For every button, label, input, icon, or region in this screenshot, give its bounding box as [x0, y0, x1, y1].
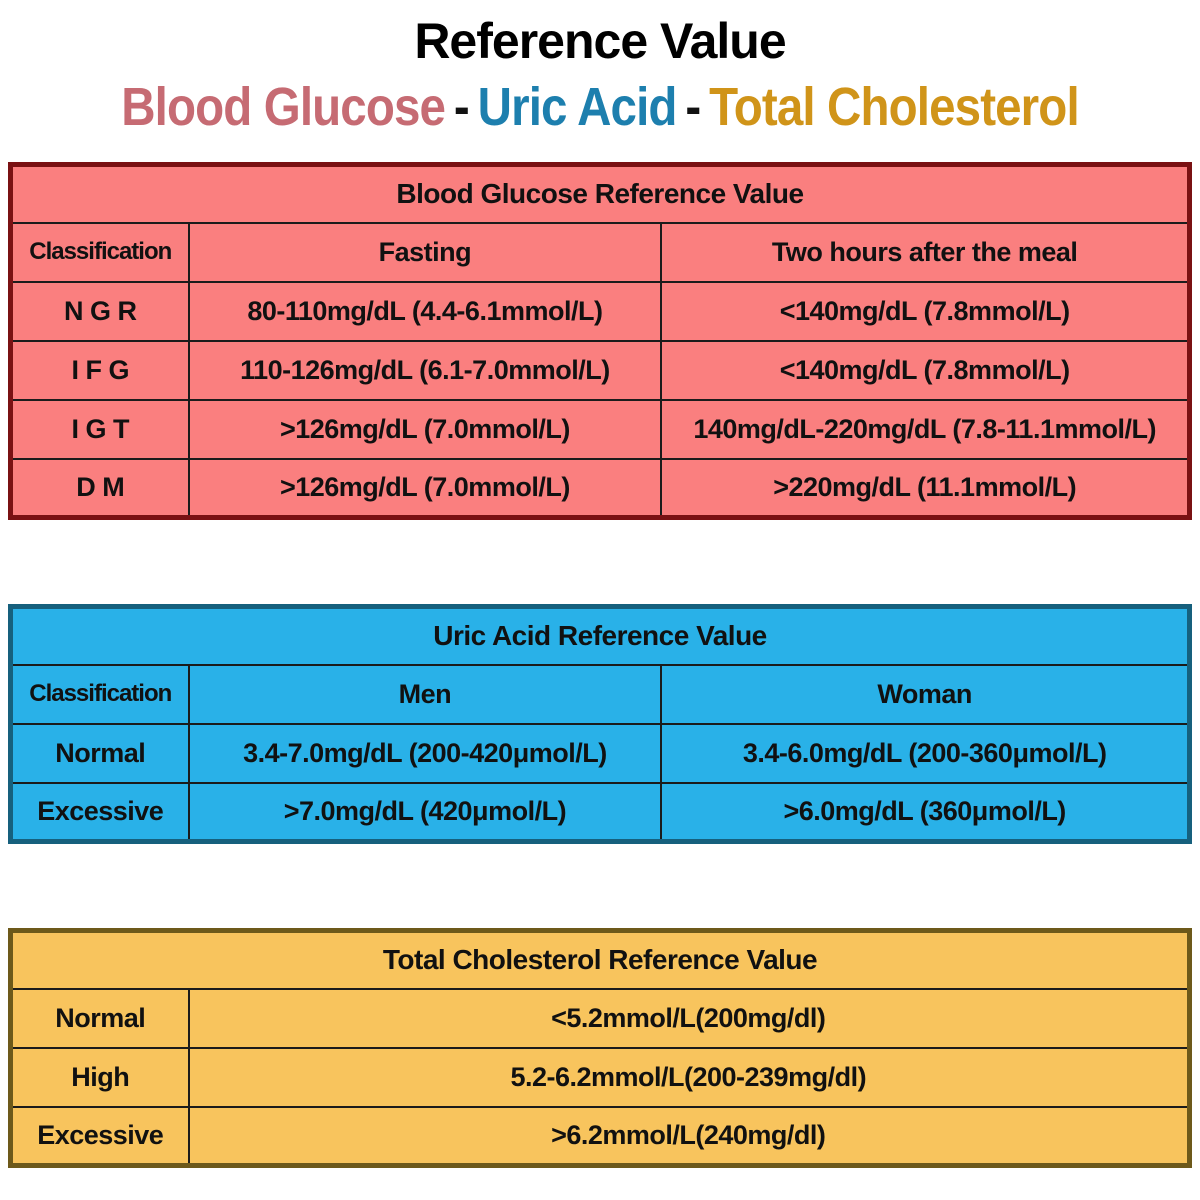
- table-cell: 80-110mg/dL (4.4-6.1mmol/L): [187, 280, 663, 342]
- column-header-two-hours: Two hours after the meal: [660, 221, 1191, 283]
- table-cell: >6.2mmol/L(240mg/dl): [187, 1105, 1191, 1167]
- table-cell: 3.4-6.0mg/dL (200-360μmol/L): [660, 722, 1191, 784]
- table-title-row: Blood Glucose Reference Value: [9, 163, 1191, 224]
- column-header-men: Men: [187, 663, 663, 725]
- table-cell: 3.4-7.0mg/dL (200-420μmol/L): [187, 722, 663, 784]
- table-cell: <140mg/dL (7.8mmol/L): [660, 280, 1191, 342]
- subtitle-dash-2: -: [685, 77, 701, 137]
- row-label-cell: Excessive: [9, 1105, 190, 1167]
- table-title: Total Cholesterol Reference Value: [9, 929, 1191, 990]
- column-header-classification: Classification: [9, 663, 190, 725]
- uric-acid-table: Uric Acid Reference Value Classification…: [8, 604, 1192, 844]
- table-row: Excessive >6.2mmol/L(240mg/dl): [9, 1105, 1191, 1167]
- table-cell: >6.0mg/dL (360μmol/L): [660, 781, 1191, 843]
- table-cell: <140mg/dL (7.8mmol/L): [660, 339, 1191, 401]
- table-cell: >7.0mg/dL (420μmol/L): [187, 781, 663, 843]
- column-header-woman: Woman: [660, 663, 1191, 725]
- table-cell: >126mg/dL (7.0mmol/L): [187, 398, 663, 460]
- table-cell: 140mg/dL-220mg/dL (7.8-11.1mmol/L): [660, 398, 1191, 460]
- page: Reference Value Blood Glucose - Uric Acid -…: [8, 13, 1192, 1168]
- header-row: Classification Men Woman: [9, 663, 1191, 725]
- table-title-row: Total Cholesterol Reference Value: [9, 929, 1191, 990]
- table-title: Uric Acid Reference Value: [9, 605, 1191, 666]
- row-label-cell: Normal: [9, 987, 190, 1049]
- table-row: D M >126mg/dL (7.0mmol/L) >220mg/dL (11.…: [9, 457, 1191, 519]
- blood-glucose-table: Blood Glucose Reference Value Classifica…: [8, 162, 1192, 520]
- row-label-cell: Excessive: [9, 781, 190, 843]
- table-title: Blood Glucose Reference Value: [9, 163, 1191, 224]
- table-title-row: Uric Acid Reference Value: [9, 605, 1191, 666]
- total-cholesterol-table: Total Cholesterol Reference Value Normal…: [8, 928, 1192, 1168]
- subtitle-blood-glucose: Blood Glucose: [121, 77, 446, 137]
- table-cell: >126mg/dL (7.0mmol/L): [187, 457, 663, 519]
- subtitle-uric-acid: Uric Acid: [477, 77, 678, 137]
- row-label-cell: I F G: [9, 339, 190, 401]
- table-row: N G R 80-110mg/dL (4.4-6.1mmol/L) <140mg…: [9, 280, 1191, 342]
- table-row: Excessive >7.0mg/dL (420μmol/L) >6.0mg/d…: [9, 781, 1191, 843]
- table-cell: <5.2mmol/L(200mg/dl): [187, 987, 1191, 1049]
- table-cell: >220mg/dL (11.1mmol/L): [660, 457, 1191, 519]
- subtitle-dash-1: -: [453, 77, 470, 137]
- row-label-cell: High: [9, 1046, 190, 1108]
- table-row: Normal <5.2mmol/L(200mg/dl): [9, 987, 1191, 1049]
- table-row: I F G 110-126mg/dL (6.1-7.0mmol/L) <140m…: [9, 339, 1191, 401]
- subtitle: Blood Glucose - Uric Acid - Total Cholestero…: [72, 76, 1128, 138]
- row-label-cell: D M: [9, 457, 190, 519]
- page-title: Reference Value: [414, 13, 786, 69]
- table-row: I G T >126mg/dL (7.0mmol/L) 140mg/dL-220…: [9, 398, 1191, 460]
- column-header-fasting: Fasting: [187, 221, 663, 283]
- header-row: Classification Fasting Two hours after t…: [9, 221, 1191, 283]
- table-row: High 5.2-6.2mmol/L(200-239mg/dl): [9, 1046, 1191, 1108]
- row-label-cell: I G T: [9, 398, 190, 460]
- subtitle-total-cholesterol: Total Cholesterol: [709, 77, 1080, 137]
- row-label-cell: Normal: [9, 722, 190, 784]
- table-row: Normal 3.4-7.0mg/dL (200-420μmol/L) 3.4-…: [9, 722, 1191, 784]
- table-cell: 5.2-6.2mmol/L(200-239mg/dl): [187, 1046, 1191, 1108]
- table-cell: 110-126mg/dL (6.1-7.0mmol/L): [187, 339, 663, 401]
- row-label-cell: N G R: [9, 280, 190, 342]
- column-header-classification: Classification: [9, 221, 190, 283]
